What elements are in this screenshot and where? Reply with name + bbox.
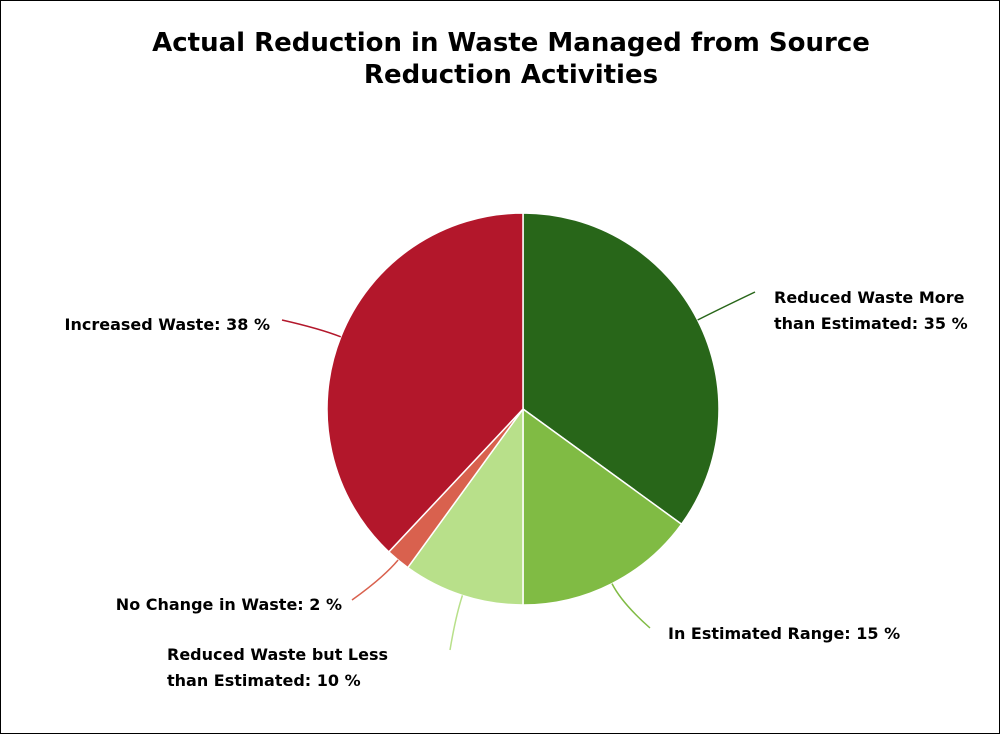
data-label: Reduced Waste More than Estimated: 35 %: [774, 288, 968, 333]
connector: [697, 291, 756, 321]
data-label: Reduced Waste but Less than Estimated: 10…: [167, 645, 388, 690]
connector: [281, 319, 342, 338]
connector: [351, 559, 399, 601]
chart-title: Actual Reduction in Waste Managed from S…: [152, 28, 870, 90]
connector: [611, 583, 651, 629]
pie-slice: [522, 212, 720, 526]
pie-slice: [326, 212, 524, 553]
connector: [449, 595, 464, 651]
data-label: Increased Waste: 38 %: [65, 315, 271, 334]
pie-slice: [406, 406, 524, 606]
data-label: No Change in Waste: 2 %: [116, 595, 342, 614]
pie-slice: [522, 407, 683, 606]
data-label: In Estimated Range: 15 %: [668, 624, 900, 643]
